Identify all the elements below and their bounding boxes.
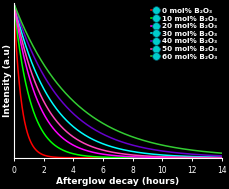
40 mol% B₂O₃ bbox=[175, 152, 178, 154]
0 mol% B₂O₃ bbox=[12, 2, 15, 5]
30 mol% B₂O₃ bbox=[113, 146, 116, 149]
Line: 30 mol% B₂O₃: 30 mol% B₂O₃ bbox=[14, 3, 221, 157]
0 mol% B₂O₃ bbox=[175, 157, 178, 159]
30 mol% B₂O₃ bbox=[175, 155, 178, 157]
Line: 0 mol% B₂O₃: 0 mol% B₂O₃ bbox=[14, 3, 221, 158]
X-axis label: Afterglow decay (hours): Afterglow decay (hours) bbox=[56, 177, 179, 186]
30 mol% B₂O₃ bbox=[23, 41, 26, 43]
30 mol% B₂O₃ bbox=[12, 2, 15, 5]
40 mol% B₂O₃ bbox=[213, 154, 216, 157]
10 mol% B₂O₃ bbox=[113, 156, 116, 159]
10 mol% B₂O₃ bbox=[213, 157, 216, 159]
50 mol% B₂O₃ bbox=[175, 156, 178, 158]
0 mol% B₂O₃ bbox=[113, 157, 116, 159]
Line: 50 mol% B₂O₃: 50 mol% B₂O₃ bbox=[14, 3, 221, 158]
60 mol% B₂O₃ bbox=[113, 129, 116, 131]
0 mol% B₂O₃ bbox=[213, 157, 216, 159]
50 mol% B₂O₃ bbox=[108, 150, 110, 153]
0 mol% B₂O₃ bbox=[213, 157, 216, 159]
40 mol% B₂O₃ bbox=[23, 33, 26, 36]
40 mol% B₂O₃ bbox=[219, 155, 222, 157]
Line: 20 mol% B₂O₃: 20 mol% B₂O₃ bbox=[14, 3, 221, 158]
20 mol% B₂O₃ bbox=[113, 154, 116, 157]
60 mol% B₂O₃ bbox=[213, 152, 216, 154]
10 mol% B₂O₃ bbox=[219, 157, 222, 159]
60 mol% B₂O₃ bbox=[23, 28, 26, 30]
10 mol% B₂O₃ bbox=[23, 76, 26, 78]
20 mol% B₂O₃ bbox=[219, 157, 222, 159]
60 mol% B₂O₃ bbox=[108, 126, 110, 128]
30 mol% B₂O₃ bbox=[213, 156, 216, 158]
Line: 40 mol% B₂O₃: 40 mol% B₂O₃ bbox=[14, 3, 221, 156]
0 mol% B₂O₃ bbox=[219, 157, 222, 159]
10 mol% B₂O₃ bbox=[213, 157, 216, 159]
40 mol% B₂O₃ bbox=[113, 138, 116, 141]
40 mol% B₂O₃ bbox=[108, 136, 110, 138]
60 mol% B₂O₃ bbox=[219, 152, 222, 154]
30 mol% B₂O₃ bbox=[108, 145, 110, 147]
Line: 60 mol% B₂O₃: 60 mol% B₂O₃ bbox=[14, 3, 221, 153]
0 mol% B₂O₃ bbox=[108, 157, 110, 159]
10 mol% B₂O₃ bbox=[175, 157, 178, 159]
50 mol% B₂O₃ bbox=[12, 2, 15, 5]
20 mol% B₂O₃ bbox=[108, 154, 110, 156]
50 mol% B₂O₃ bbox=[113, 152, 116, 154]
50 mol% B₂O₃ bbox=[23, 49, 26, 51]
10 mol% B₂O₃ bbox=[12, 2, 15, 5]
40 mol% B₂O₃ bbox=[213, 154, 216, 157]
20 mol% B₂O₃ bbox=[12, 2, 15, 5]
Line: 10 mol% B₂O₃: 10 mol% B₂O₃ bbox=[14, 3, 221, 158]
60 mol% B₂O₃ bbox=[175, 147, 178, 149]
60 mol% B₂O₃ bbox=[213, 152, 216, 154]
20 mol% B₂O₃ bbox=[23, 58, 26, 60]
50 mol% B₂O₃ bbox=[213, 156, 216, 159]
Y-axis label: Intensity (a.u): Intensity (a.u) bbox=[3, 44, 12, 117]
50 mol% B₂O₃ bbox=[219, 156, 222, 159]
20 mol% B₂O₃ bbox=[175, 156, 178, 159]
60 mol% B₂O₃ bbox=[12, 2, 15, 5]
50 mol% B₂O₃ bbox=[213, 156, 216, 159]
20 mol% B₂O₃ bbox=[213, 157, 216, 159]
20 mol% B₂O₃ bbox=[213, 157, 216, 159]
30 mol% B₂O₃ bbox=[213, 156, 216, 158]
Legend: 0 mol% B₂O₃, 10 mol% B₂O₃, 20 mol% B₂O₃, 30 mol% B₂O₃, 40 mol% B₂O₃, 50 mol% B₂O: 0 mol% B₂O₃, 10 mol% B₂O₃, 20 mol% B₂O₃,… bbox=[150, 7, 217, 60]
30 mol% B₂O₃ bbox=[219, 156, 222, 158]
0 mol% B₂O₃ bbox=[23, 120, 26, 122]
10 mol% B₂O₃ bbox=[108, 156, 110, 159]
40 mol% B₂O₃ bbox=[12, 2, 15, 5]
